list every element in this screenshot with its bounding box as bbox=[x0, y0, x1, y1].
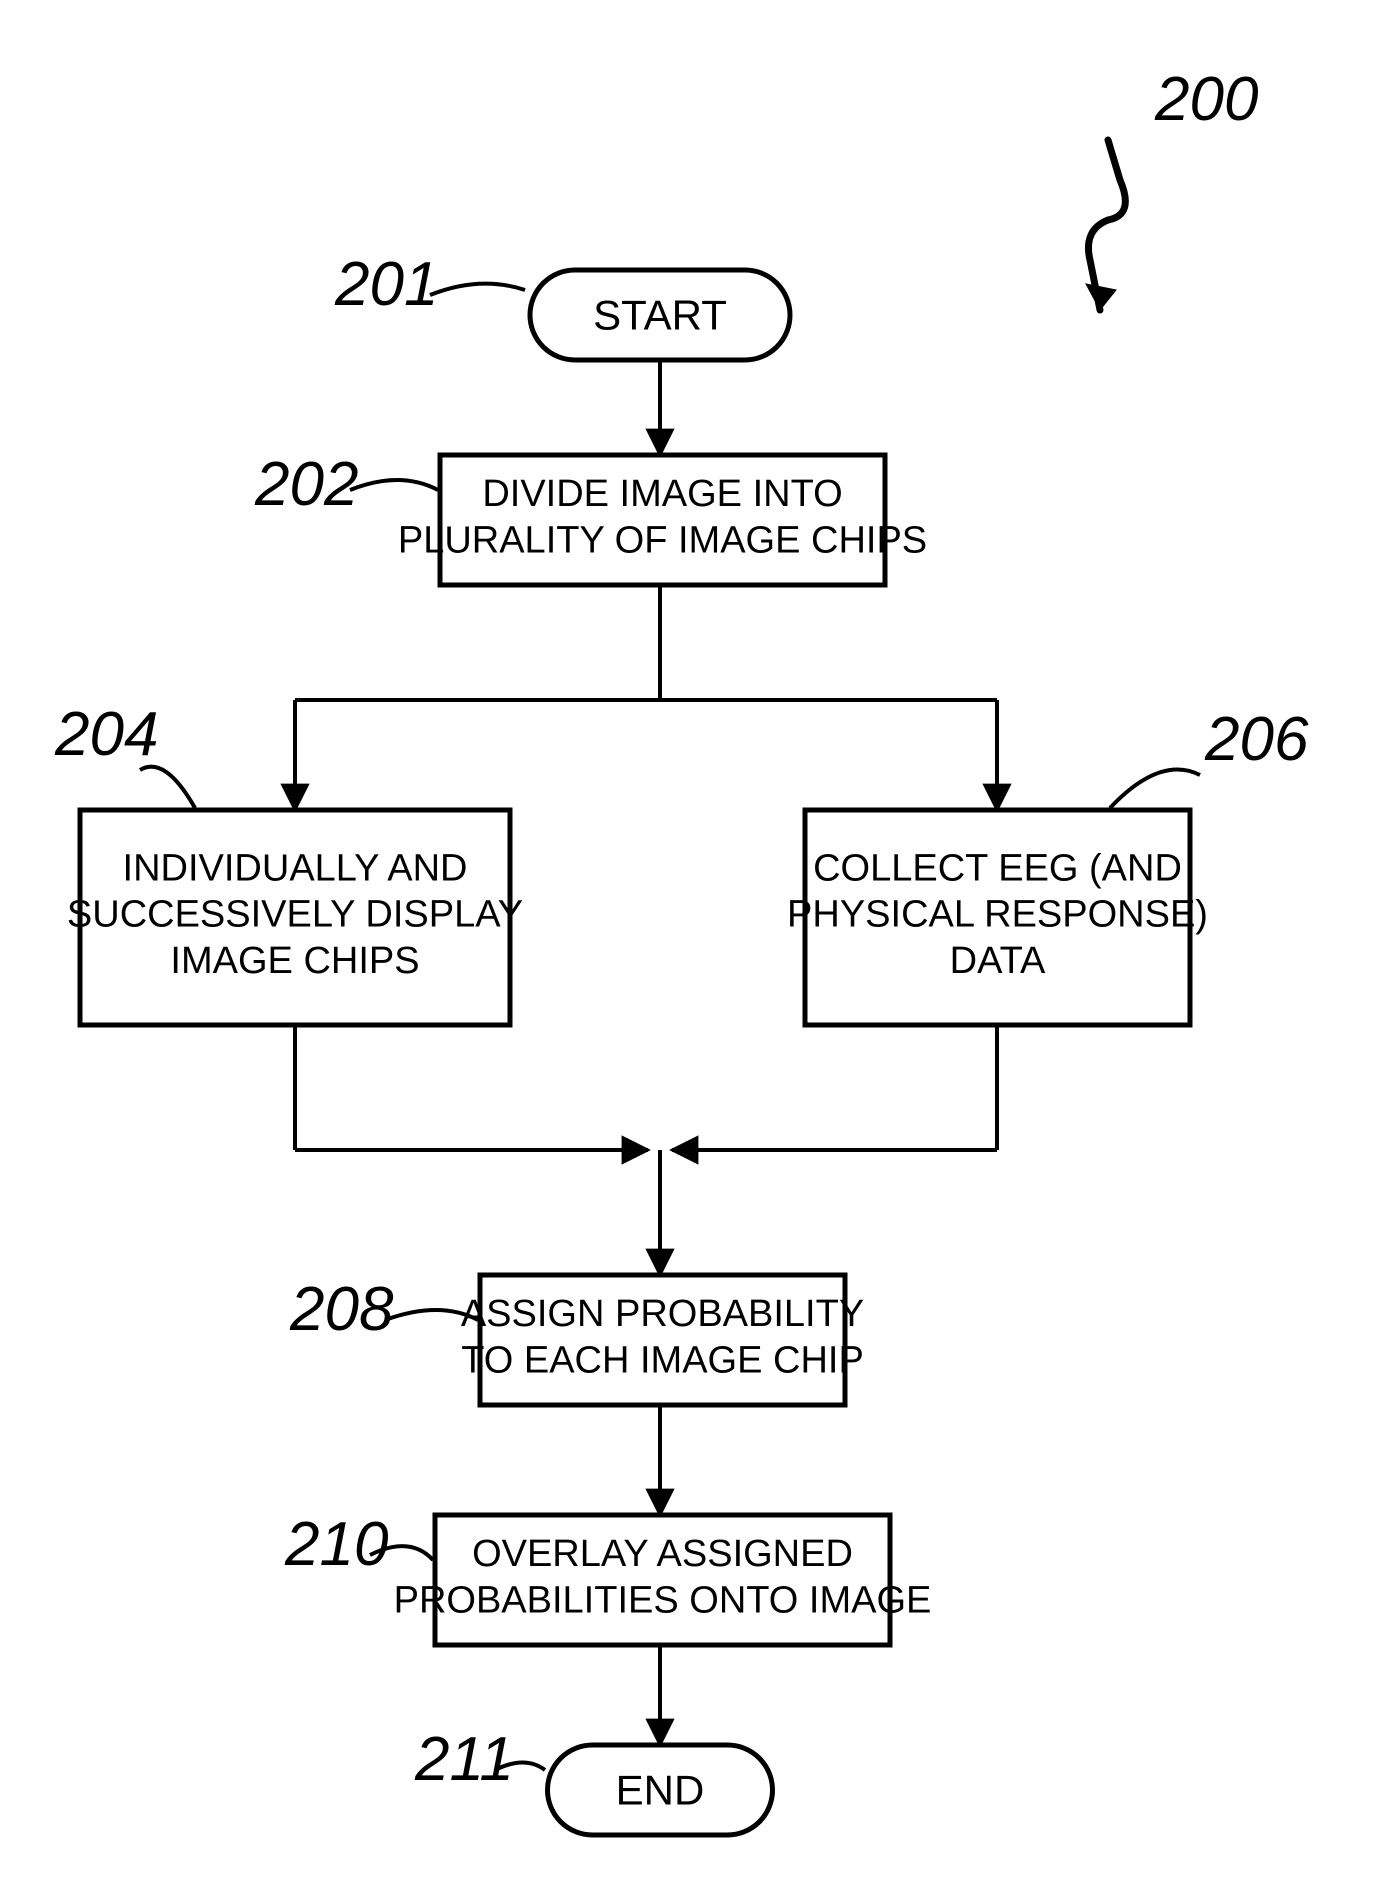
leader-204 bbox=[140, 767, 195, 808]
ref-label-204: 204 bbox=[54, 700, 158, 769]
display-text-line-0: INDIVIDUALLY AND bbox=[123, 847, 468, 889]
leader-202 bbox=[350, 480, 438, 490]
divide-text-line-0: DIVIDE IMAGE INTO bbox=[482, 473, 842, 515]
ref-label-208: 208 bbox=[289, 1275, 394, 1344]
leader-201 bbox=[430, 284, 525, 295]
assign-text-line-1: TO EACH IMAGE CHIP bbox=[461, 1339, 864, 1381]
ref-label-201: 201 bbox=[334, 250, 438, 319]
ref-label-210: 210 bbox=[284, 1510, 388, 1579]
ref-label-202: 202 bbox=[254, 450, 358, 519]
display-text-line-1: SUCCESSIVELY DISPLAY bbox=[67, 894, 523, 936]
collect-text-line-1: PHYSICAL RESPONSE) bbox=[787, 894, 1208, 936]
end-label: END bbox=[616, 1767, 705, 1814]
start-label: START bbox=[593, 292, 727, 339]
ref-label-206: 206 bbox=[1204, 705, 1309, 774]
collect-text-line-0: COLLECT EEG (AND bbox=[813, 847, 1182, 889]
figure-label-squiggle bbox=[1088, 140, 1125, 310]
overlay-text-line-0: OVERLAY ASSIGNED bbox=[472, 1533, 853, 1575]
figure-label-arrowhead bbox=[1086, 284, 1116, 310]
divide-text-line-1: PLURALITY OF IMAGE CHIPS bbox=[398, 519, 927, 561]
figure-label: 200 bbox=[1154, 65, 1258, 134]
overlay-text-line-1: PROBABILITIES ONTO IMAGE bbox=[394, 1579, 932, 1621]
collect-text-line-2: DATA bbox=[950, 940, 1046, 982]
display-text-line-2: IMAGE CHIPS bbox=[170, 940, 419, 982]
leader-206 bbox=[1110, 770, 1200, 808]
ref-label-211: 211 bbox=[414, 1725, 514, 1794]
assign-text-line-0: ASSIGN PROBABILITY bbox=[461, 1293, 864, 1335]
